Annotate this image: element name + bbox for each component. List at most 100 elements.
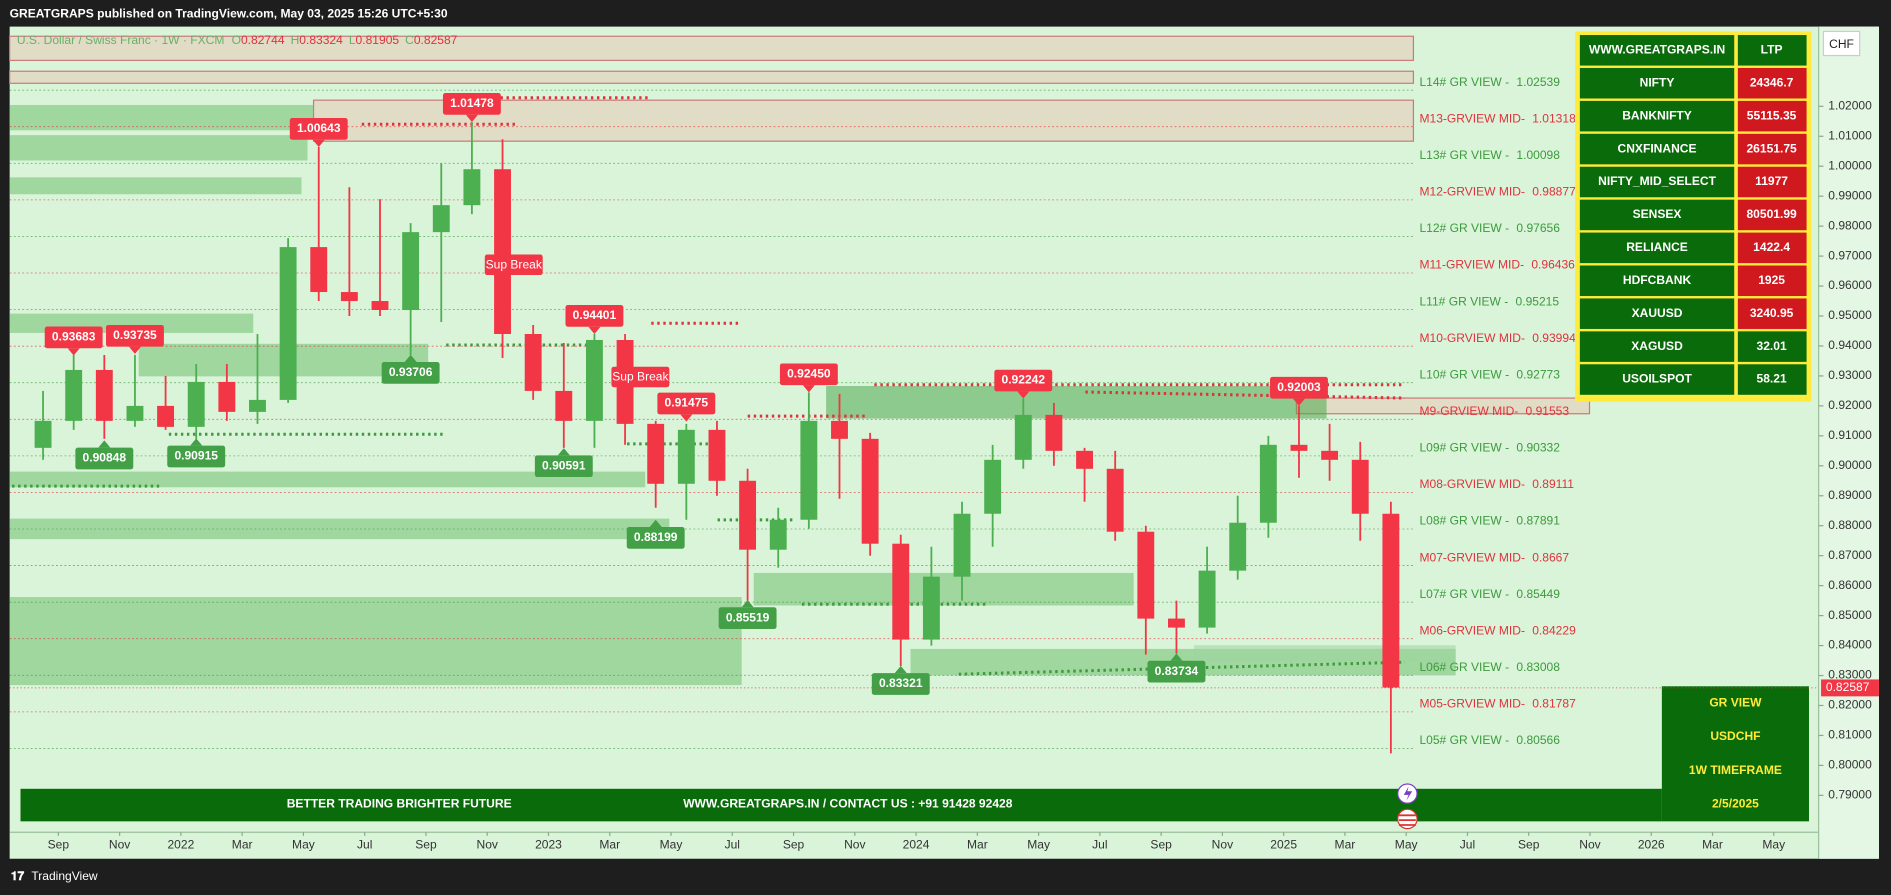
flag-icon[interactable] (1397, 808, 1418, 830)
table-value: 58.21 (1757, 372, 1787, 386)
table-label: CNXFINANCE (1618, 141, 1697, 155)
level-value: 1.02539 (1516, 75, 1560, 89)
table-cell (1737, 364, 1807, 395)
low_labels-text: 0.88199 (634, 530, 678, 544)
low_labels-pointer (894, 665, 907, 674)
table-cell (1737, 100, 1807, 132)
low_labels-text: 0.90591 (542, 458, 586, 472)
level-value: 1.00098 (1516, 148, 1560, 162)
y-tick-label: 0.88000 (1828, 518, 1872, 532)
zone (9, 70, 1415, 84)
table-label: XAGUSD (1631, 339, 1683, 353)
x-tick-label: Nov (1579, 838, 1600, 852)
low_labels-box (871, 673, 930, 695)
y-tick-label: 1.02000 (1828, 98, 1872, 112)
level-label: L14# GR VIEW - 1.02539 (1419, 75, 1560, 89)
currency-box (1822, 30, 1861, 57)
zone (826, 385, 1327, 419)
chart-area (9, 26, 1879, 859)
table-cell (1737, 232, 1807, 264)
zone (9, 104, 314, 131)
high_labels-text: 0.91475 (665, 396, 709, 410)
low_labels-text: 0.83321 (879, 676, 923, 690)
level-value: 0.87891 (1516, 514, 1560, 528)
level-value: 0.92773 (1516, 368, 1560, 382)
x-tick-label: Sep (1518, 838, 1540, 852)
level-value: 0.81787 (1532, 697, 1576, 711)
table-value: LTP (1761, 42, 1783, 56)
table-cell (1579, 265, 1735, 297)
tagline: BETTER TRADING BRIGHTER FUTURE (287, 797, 512, 811)
last-price-label: 0.82587 (1826, 680, 1870, 694)
level-name: M06-GRVIEW MID- (1419, 624, 1525, 638)
low_labels-text: 0.90848 (83, 451, 127, 465)
level-value: 0.96436 (1531, 258, 1575, 272)
table-cell (1737, 331, 1807, 362)
candle-body (800, 420, 818, 520)
low_labels-box (75, 447, 134, 470)
high_labels-box (289, 118, 348, 140)
candle-body (65, 369, 83, 421)
candle-body (677, 429, 695, 484)
x-tick-label: Mar (599, 838, 620, 852)
x-tick-label: Nov (109, 838, 130, 852)
high_labels-box (106, 324, 164, 347)
info-lines: GR VIEW USDCHF 1W TIMEFRAME 2/5/2025 (1689, 695, 1782, 810)
level-name: L07# GR VIEW - (1419, 587, 1509, 601)
level-name: L12# GR VIEW - (1419, 221, 1509, 235)
candle-body (340, 292, 358, 302)
table-cell (1579, 133, 1735, 165)
low_labels-pointer (649, 519, 662, 528)
low_labels-pointer (741, 600, 754, 608)
candle-body (279, 247, 297, 400)
break-text: Sup Break (612, 370, 669, 384)
candle-body (402, 232, 420, 311)
high_labels-pointer (680, 414, 693, 422)
table-label: USOILSPOT (1622, 372, 1692, 386)
candle-body (1106, 468, 1124, 532)
zone (9, 35, 1415, 61)
level-value: 0.84229 (1532, 624, 1576, 638)
level-name: L06# GR VIEW - (1419, 660, 1509, 674)
low_labels-text: 0.85519 (726, 610, 770, 624)
y-tick-label: 0.91000 (1828, 428, 1872, 442)
y-tick-label: 0.79000 (1828, 788, 1872, 802)
level-name: L08# GR VIEW - (1419, 514, 1509, 528)
banner (20, 788, 1662, 822)
x-tick-label: 2025 (1270, 838, 1297, 852)
levels: L14# GR VIEW - 1.02539 M13-GRVIEW MID- 1.01… (9, 75, 1576, 749)
high_labels-text: 0.93735 (113, 328, 157, 342)
info-box (1661, 686, 1809, 822)
level-label: M08-GRVIEW MID- 0.89111 (1419, 477, 1574, 491)
low_labels-pointer (404, 354, 417, 363)
low_labels-text: 0.90915 (174, 449, 218, 463)
x-tick-label: May (1027, 838, 1050, 852)
y-tick-label: 0.81000 (1828, 728, 1872, 742)
high_labels-text: 0.92450 (787, 367, 831, 381)
y-tick-label: 0.86000 (1828, 578, 1872, 592)
level-name: M08-GRVIEW MID- (1419, 477, 1525, 491)
candle-body (953, 513, 971, 577)
table-label: NIFTY (1640, 75, 1675, 89)
x-tick-label: Jul (1460, 838, 1475, 852)
table-value: 32.01 (1757, 339, 1787, 353)
high_labels-box (442, 92, 501, 115)
level-value: 0.85449 (1516, 587, 1560, 601)
level-label: L08# GR VIEW - 0.87891 (1419, 514, 1560, 528)
level-name: M05-GRVIEW MID- (1419, 697, 1525, 711)
table-value: 1422.4 (1753, 240, 1790, 254)
level-value: 0.91553 (1526, 404, 1570, 418)
level-value: 0.90332 (1516, 441, 1560, 455)
table-cell (1737, 298, 1807, 329)
candles (34, 121, 1400, 754)
contact: WWW.GREATGRAPS.IN / CONTACT US : +91 914… (683, 797, 1013, 811)
high_labels-pointer (67, 348, 80, 356)
candle-body (1229, 522, 1247, 571)
level-name: L13# GR VIEW - (1419, 148, 1509, 162)
level-name: L11# GR VIEW - (1419, 295, 1508, 309)
y-tick-label: 0.87000 (1828, 548, 1872, 562)
candle-body (922, 576, 940, 640)
low_labels-text: 0.83734 (1155, 664, 1199, 678)
y-tick-label: 0.84000 (1828, 638, 1872, 652)
